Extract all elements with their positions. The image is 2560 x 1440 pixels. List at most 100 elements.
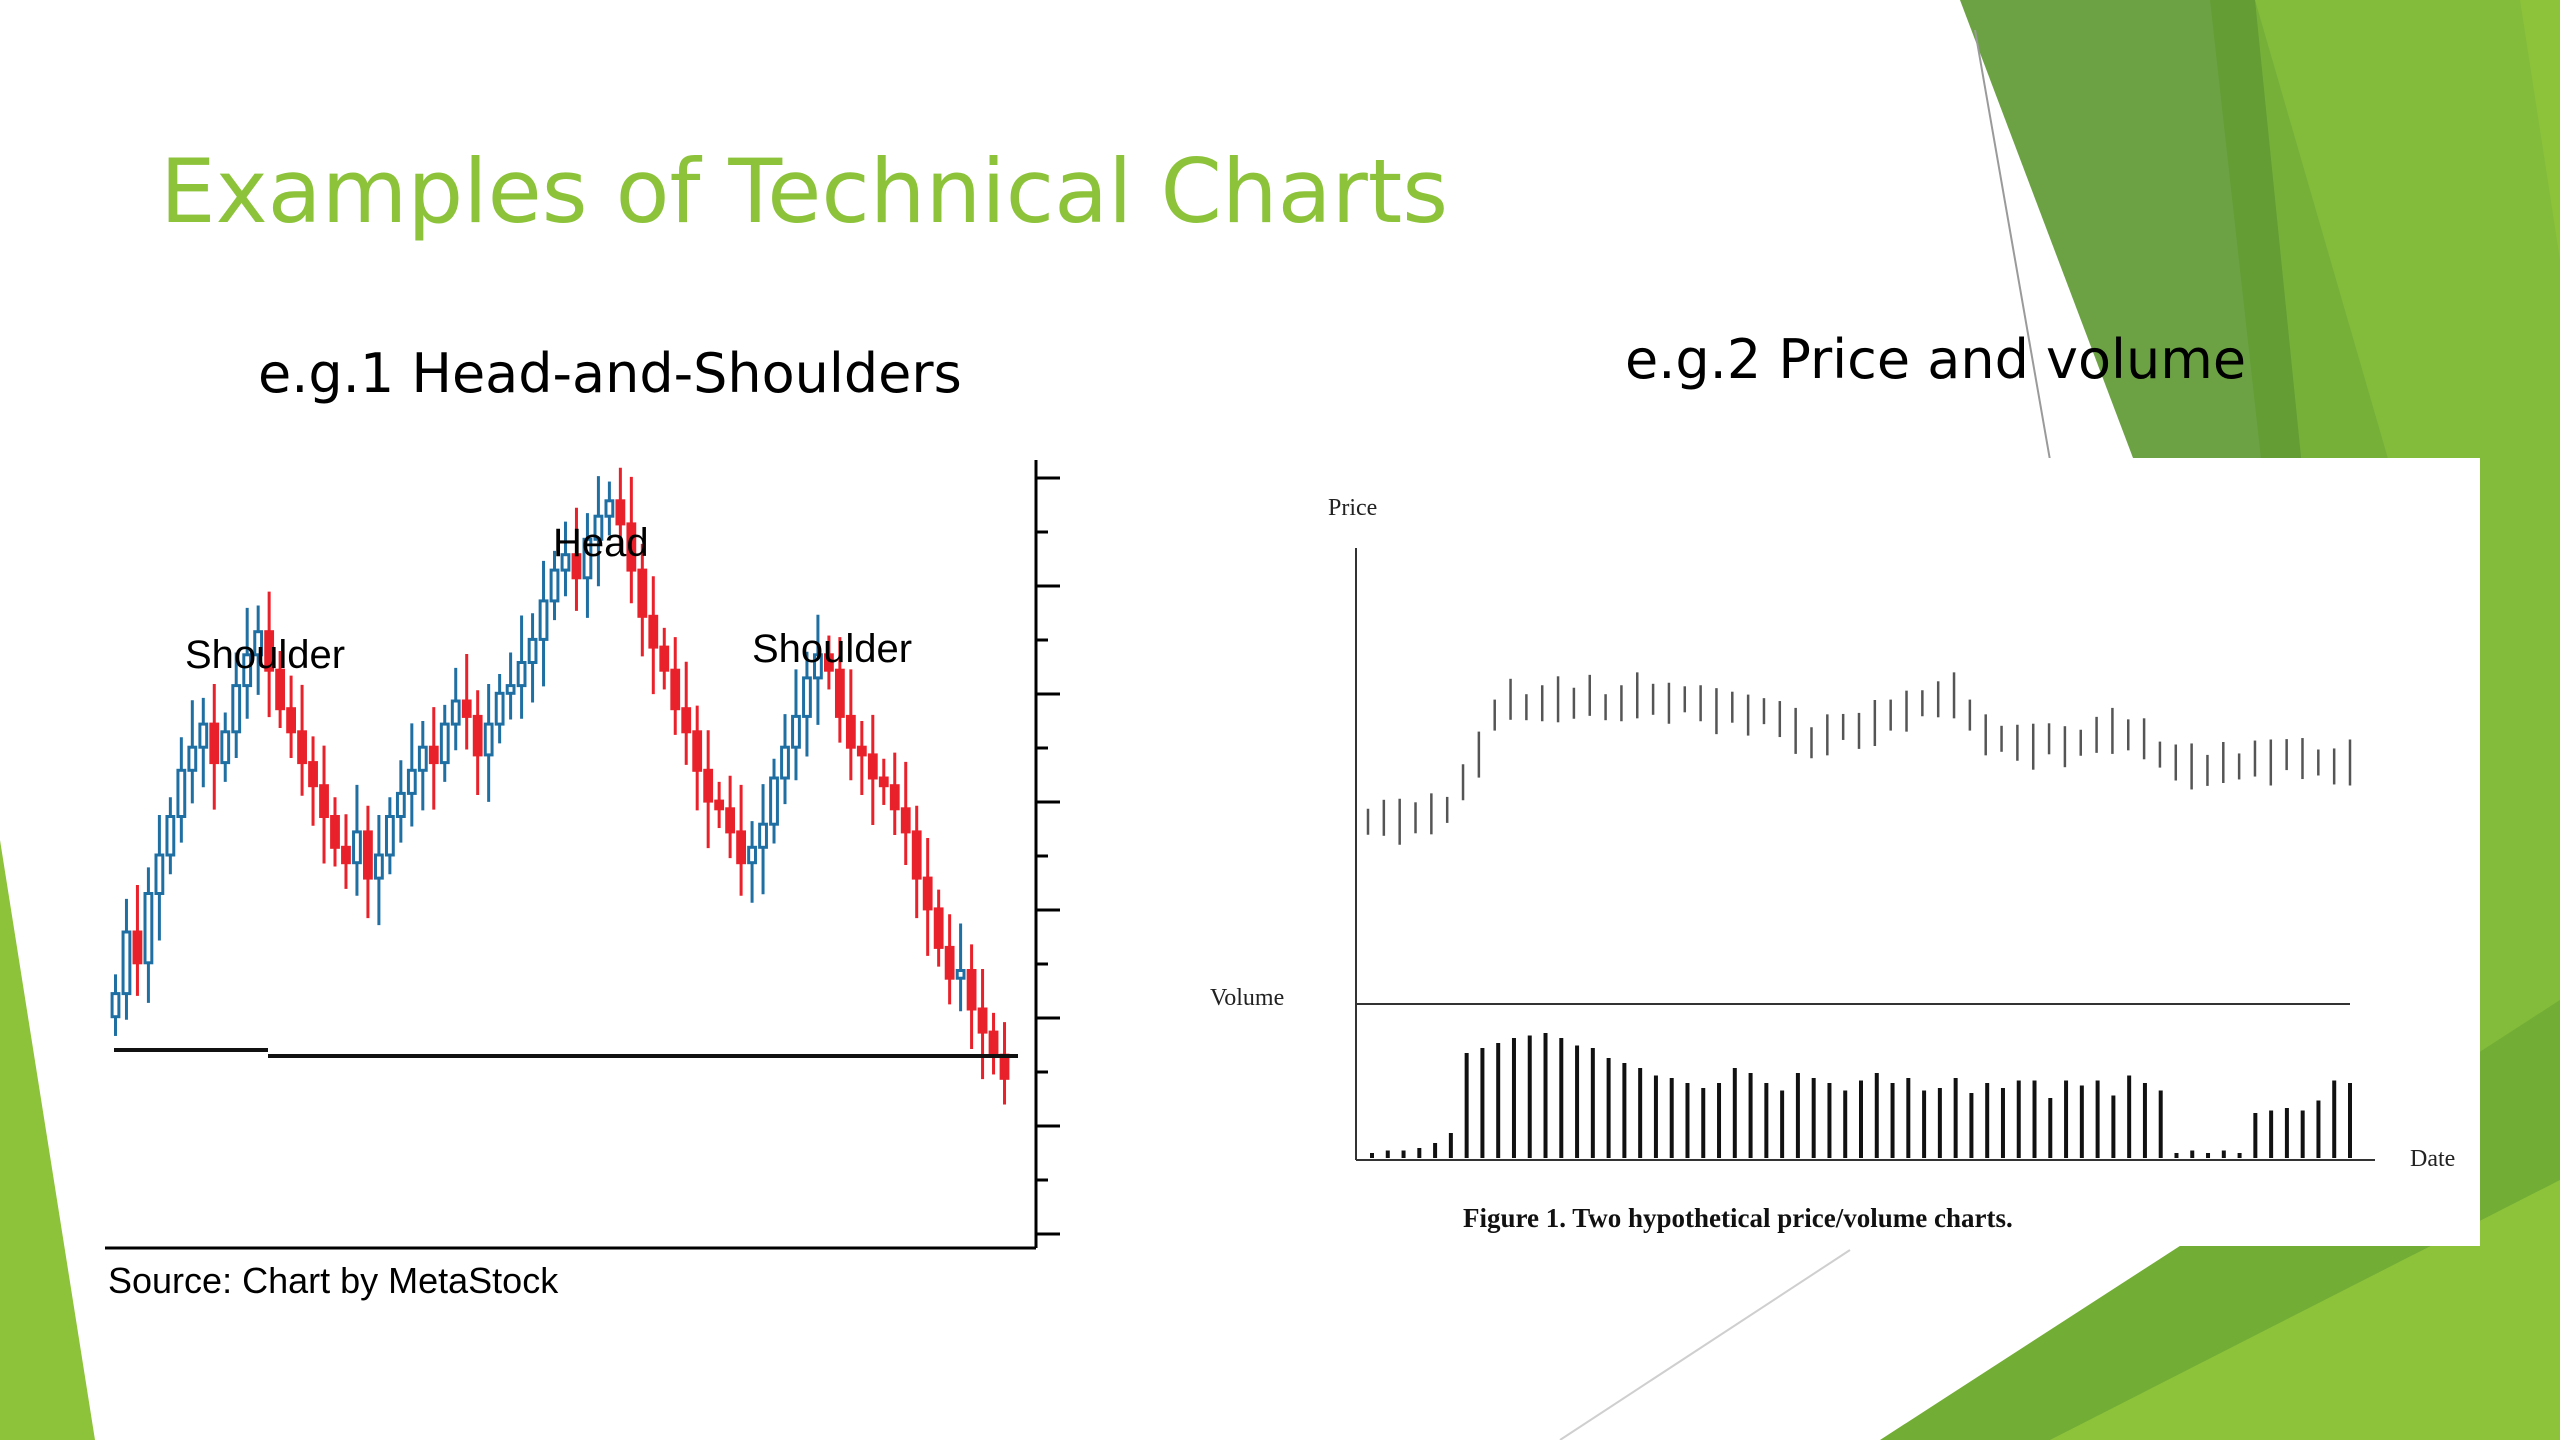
candle-up xyxy=(154,853,165,895)
candle-down xyxy=(615,499,626,526)
candle-up xyxy=(813,653,823,680)
candle-up xyxy=(220,730,231,765)
candle-up xyxy=(549,568,560,603)
candle-up xyxy=(538,599,549,641)
volume-bar-series xyxy=(1370,1033,2352,1158)
candle-down xyxy=(659,645,670,672)
candle-down xyxy=(297,730,307,765)
candle-down xyxy=(319,784,329,819)
candle-up xyxy=(780,745,790,780)
candle-up xyxy=(352,830,362,865)
candle-down xyxy=(648,614,659,649)
candle-down xyxy=(922,876,933,911)
example2-heading: e.g.2 Price and volume xyxy=(1625,328,2247,391)
candle-down xyxy=(944,945,955,980)
candle-up xyxy=(582,537,593,580)
candle-up xyxy=(604,499,615,518)
candle-down xyxy=(264,630,275,672)
left-shoulder-label: Shoulder xyxy=(185,633,345,677)
candle-up xyxy=(187,745,198,772)
candlestick-series xyxy=(110,467,1010,1105)
candle-up xyxy=(439,722,450,765)
candle-up xyxy=(110,992,121,1019)
candle-down xyxy=(736,830,747,865)
candle-down xyxy=(856,745,867,757)
candle-up xyxy=(395,791,406,819)
price-bar-series xyxy=(1366,672,2352,845)
candle-down xyxy=(275,668,286,711)
candle-up xyxy=(384,815,395,857)
candle-up xyxy=(483,722,494,757)
candle-up xyxy=(560,553,571,572)
candle-down xyxy=(681,707,692,734)
candle-down xyxy=(834,668,845,718)
candle-up xyxy=(769,776,779,826)
candle-down xyxy=(637,568,648,618)
candle-down xyxy=(845,714,856,749)
volume-axis-label: Volume xyxy=(1210,985,1284,1011)
candle-down xyxy=(461,699,472,718)
candle-up xyxy=(176,768,187,818)
candle-up xyxy=(747,845,757,865)
candle-down xyxy=(725,807,736,834)
candle-down xyxy=(308,761,318,788)
candle-up xyxy=(527,637,538,665)
candle-up xyxy=(505,684,516,695)
candle-down xyxy=(977,1007,988,1034)
candle-down xyxy=(571,553,582,580)
candle-up xyxy=(516,661,527,688)
candle-down xyxy=(824,653,834,672)
candle-down xyxy=(330,815,340,849)
candle-down xyxy=(889,784,900,811)
candle-down xyxy=(363,830,373,880)
candle-down xyxy=(703,768,714,803)
candle-down xyxy=(341,845,351,865)
candle-down xyxy=(878,776,889,788)
deco-left-wedge xyxy=(0,840,95,1440)
example1-heading: e.g.1 Head-and-Shoulders xyxy=(258,342,962,405)
neckline-group xyxy=(114,1048,1018,1058)
figure-caption: Figure 1. Two hypothetical price/volume … xyxy=(1463,1203,2013,1233)
candle-up xyxy=(593,514,604,541)
candle-down xyxy=(670,668,681,711)
date-axis-label: Date xyxy=(2410,1146,2455,1172)
candle-down xyxy=(626,522,637,572)
candle-up xyxy=(143,892,154,965)
deco-thin-line-bottom xyxy=(1559,1249,1851,1440)
candle-up xyxy=(494,691,505,726)
candle-down xyxy=(900,807,911,834)
right-shoulder-label: Shoulder xyxy=(752,627,912,671)
candle-up xyxy=(121,930,132,996)
candle-down xyxy=(692,730,703,772)
deco-thin-line xyxy=(1974,29,2051,461)
price-axis-label: Price xyxy=(1328,495,1377,521)
candle-down xyxy=(966,969,977,1011)
candle-down xyxy=(286,707,297,734)
candle-up xyxy=(253,630,264,657)
candle-down xyxy=(472,714,483,757)
candle-up xyxy=(802,676,812,718)
price-axis xyxy=(105,460,1060,1250)
candle-up xyxy=(758,822,768,849)
candle-down xyxy=(911,830,922,880)
candle-down xyxy=(428,745,439,765)
candle-down xyxy=(209,722,220,765)
head-label: Head xyxy=(553,521,649,565)
candle-up xyxy=(374,853,384,880)
slide-title: Examples of Technical Charts xyxy=(160,140,1449,243)
candle-up xyxy=(417,745,428,772)
candle-up xyxy=(198,722,209,749)
price-volume-axes xyxy=(1355,548,2375,1161)
candle-up xyxy=(791,714,801,749)
candle-up xyxy=(450,699,461,726)
candle-down xyxy=(933,907,944,949)
candle-down xyxy=(132,930,143,965)
candle-down xyxy=(714,799,725,811)
chart-source: Source: Chart by MetaStock xyxy=(108,1260,559,1301)
candle-down xyxy=(867,753,878,780)
candle-up xyxy=(955,969,966,980)
candle-up xyxy=(406,768,417,795)
candle-up xyxy=(231,684,242,734)
